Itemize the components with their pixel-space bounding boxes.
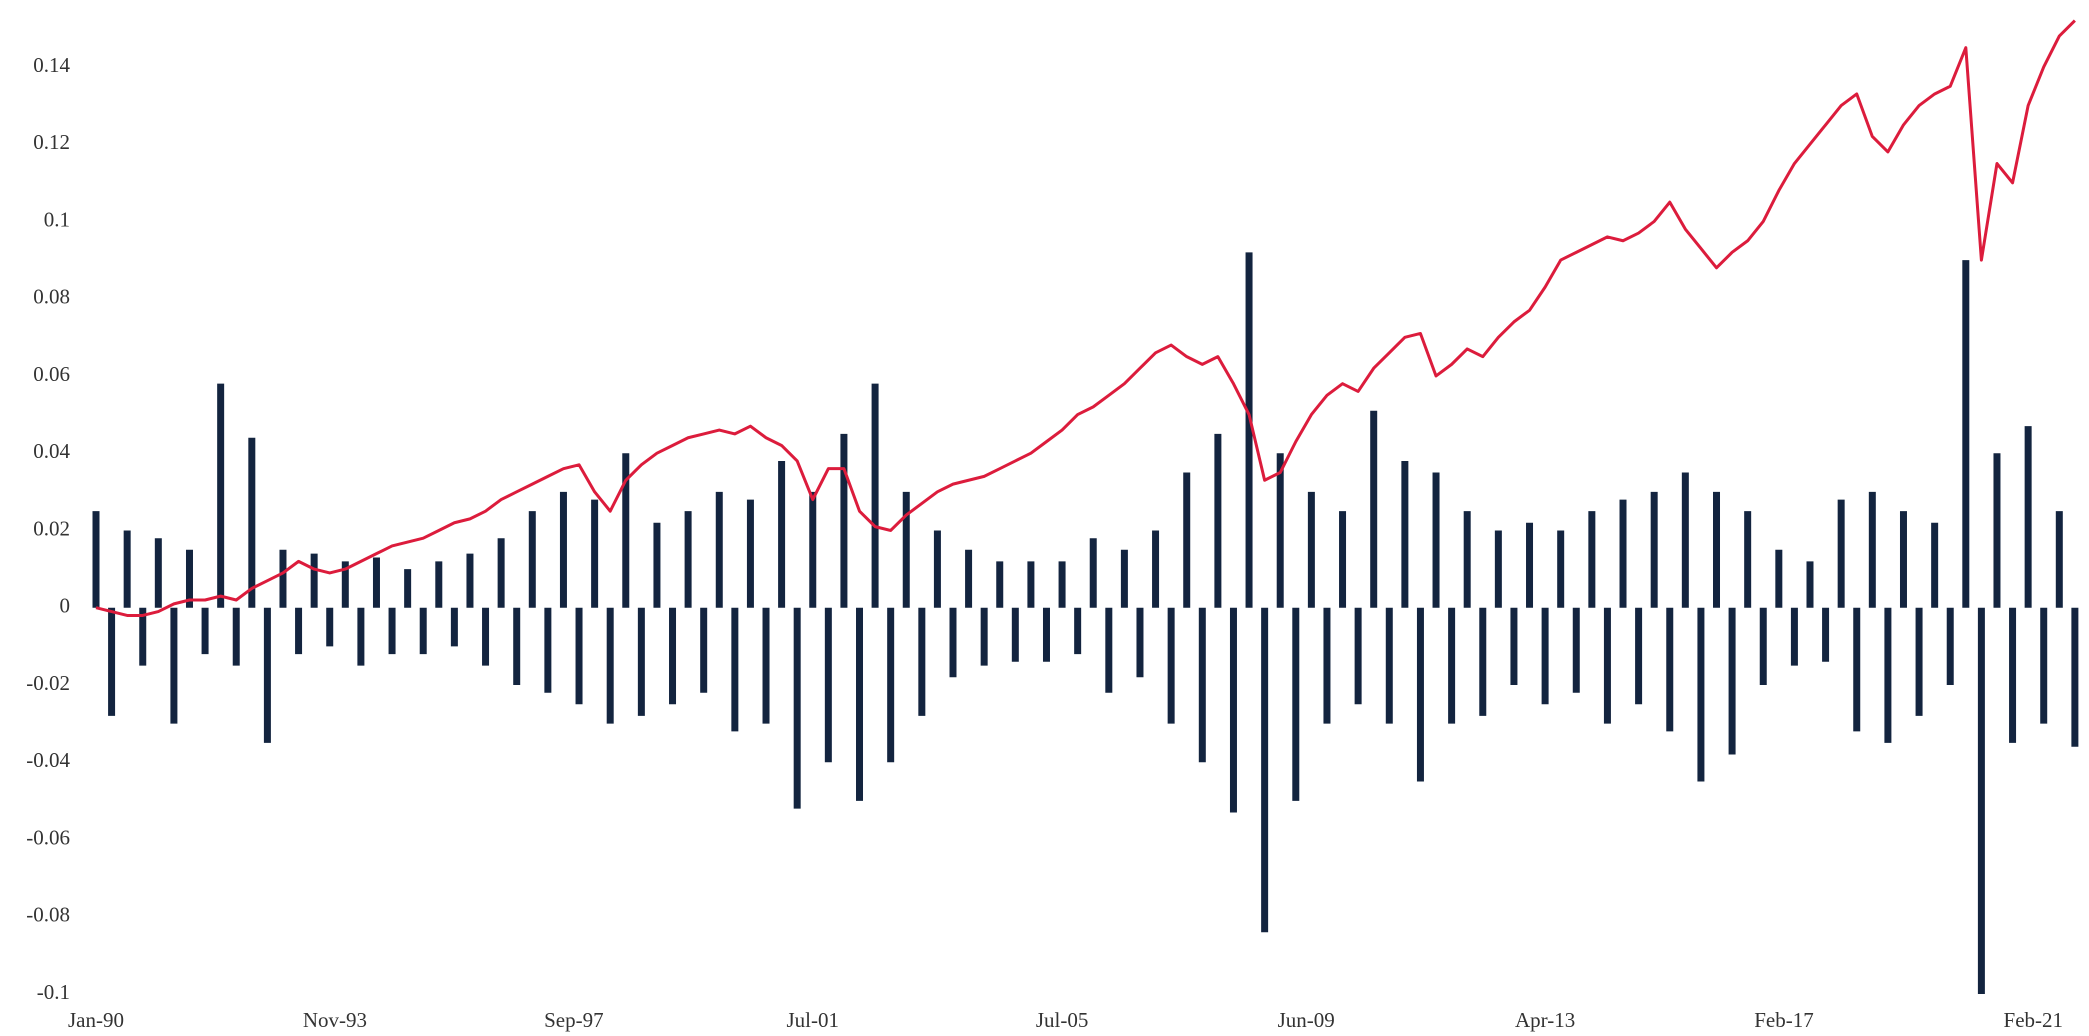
x-tick-label: Sep-97 xyxy=(544,1008,604,1032)
y-tick-label: 0 xyxy=(60,594,71,618)
y-tick-label: 0.06 xyxy=(33,362,70,386)
x-tick-label: Jul-05 xyxy=(1036,1008,1089,1032)
y-tick-label: -0.04 xyxy=(26,748,70,772)
y-tick-label: -0.06 xyxy=(26,825,70,849)
y-tick-label: -0.08 xyxy=(26,903,70,927)
y-tick-label: 0.14 xyxy=(33,53,70,77)
x-tick-label: Jul-01 xyxy=(787,1008,840,1032)
x-tick-label: Feb-17 xyxy=(1754,1008,1814,1032)
cumulative-line xyxy=(95,19,2076,617)
y-tick-label: 0.04 xyxy=(33,439,70,463)
y-tick-label: 0.12 xyxy=(33,130,70,154)
y-tick-label: 0.1 xyxy=(44,207,70,231)
y-tick-label: -0.02 xyxy=(26,671,70,695)
x-tick-label: Jan-90 xyxy=(68,1008,124,1032)
x-tick-label: Apr-13 xyxy=(1515,1008,1575,1032)
x-tick-label: Nov-93 xyxy=(303,1008,367,1032)
y-tick-label: -0.1 xyxy=(37,980,70,1004)
x-tick-label: Feb-21 xyxy=(2004,1008,2064,1032)
x-tick-label: Jun-09 xyxy=(1278,1008,1335,1032)
y-tick-label: 0.02 xyxy=(33,516,70,540)
y-tick-label: 0.08 xyxy=(33,285,70,309)
